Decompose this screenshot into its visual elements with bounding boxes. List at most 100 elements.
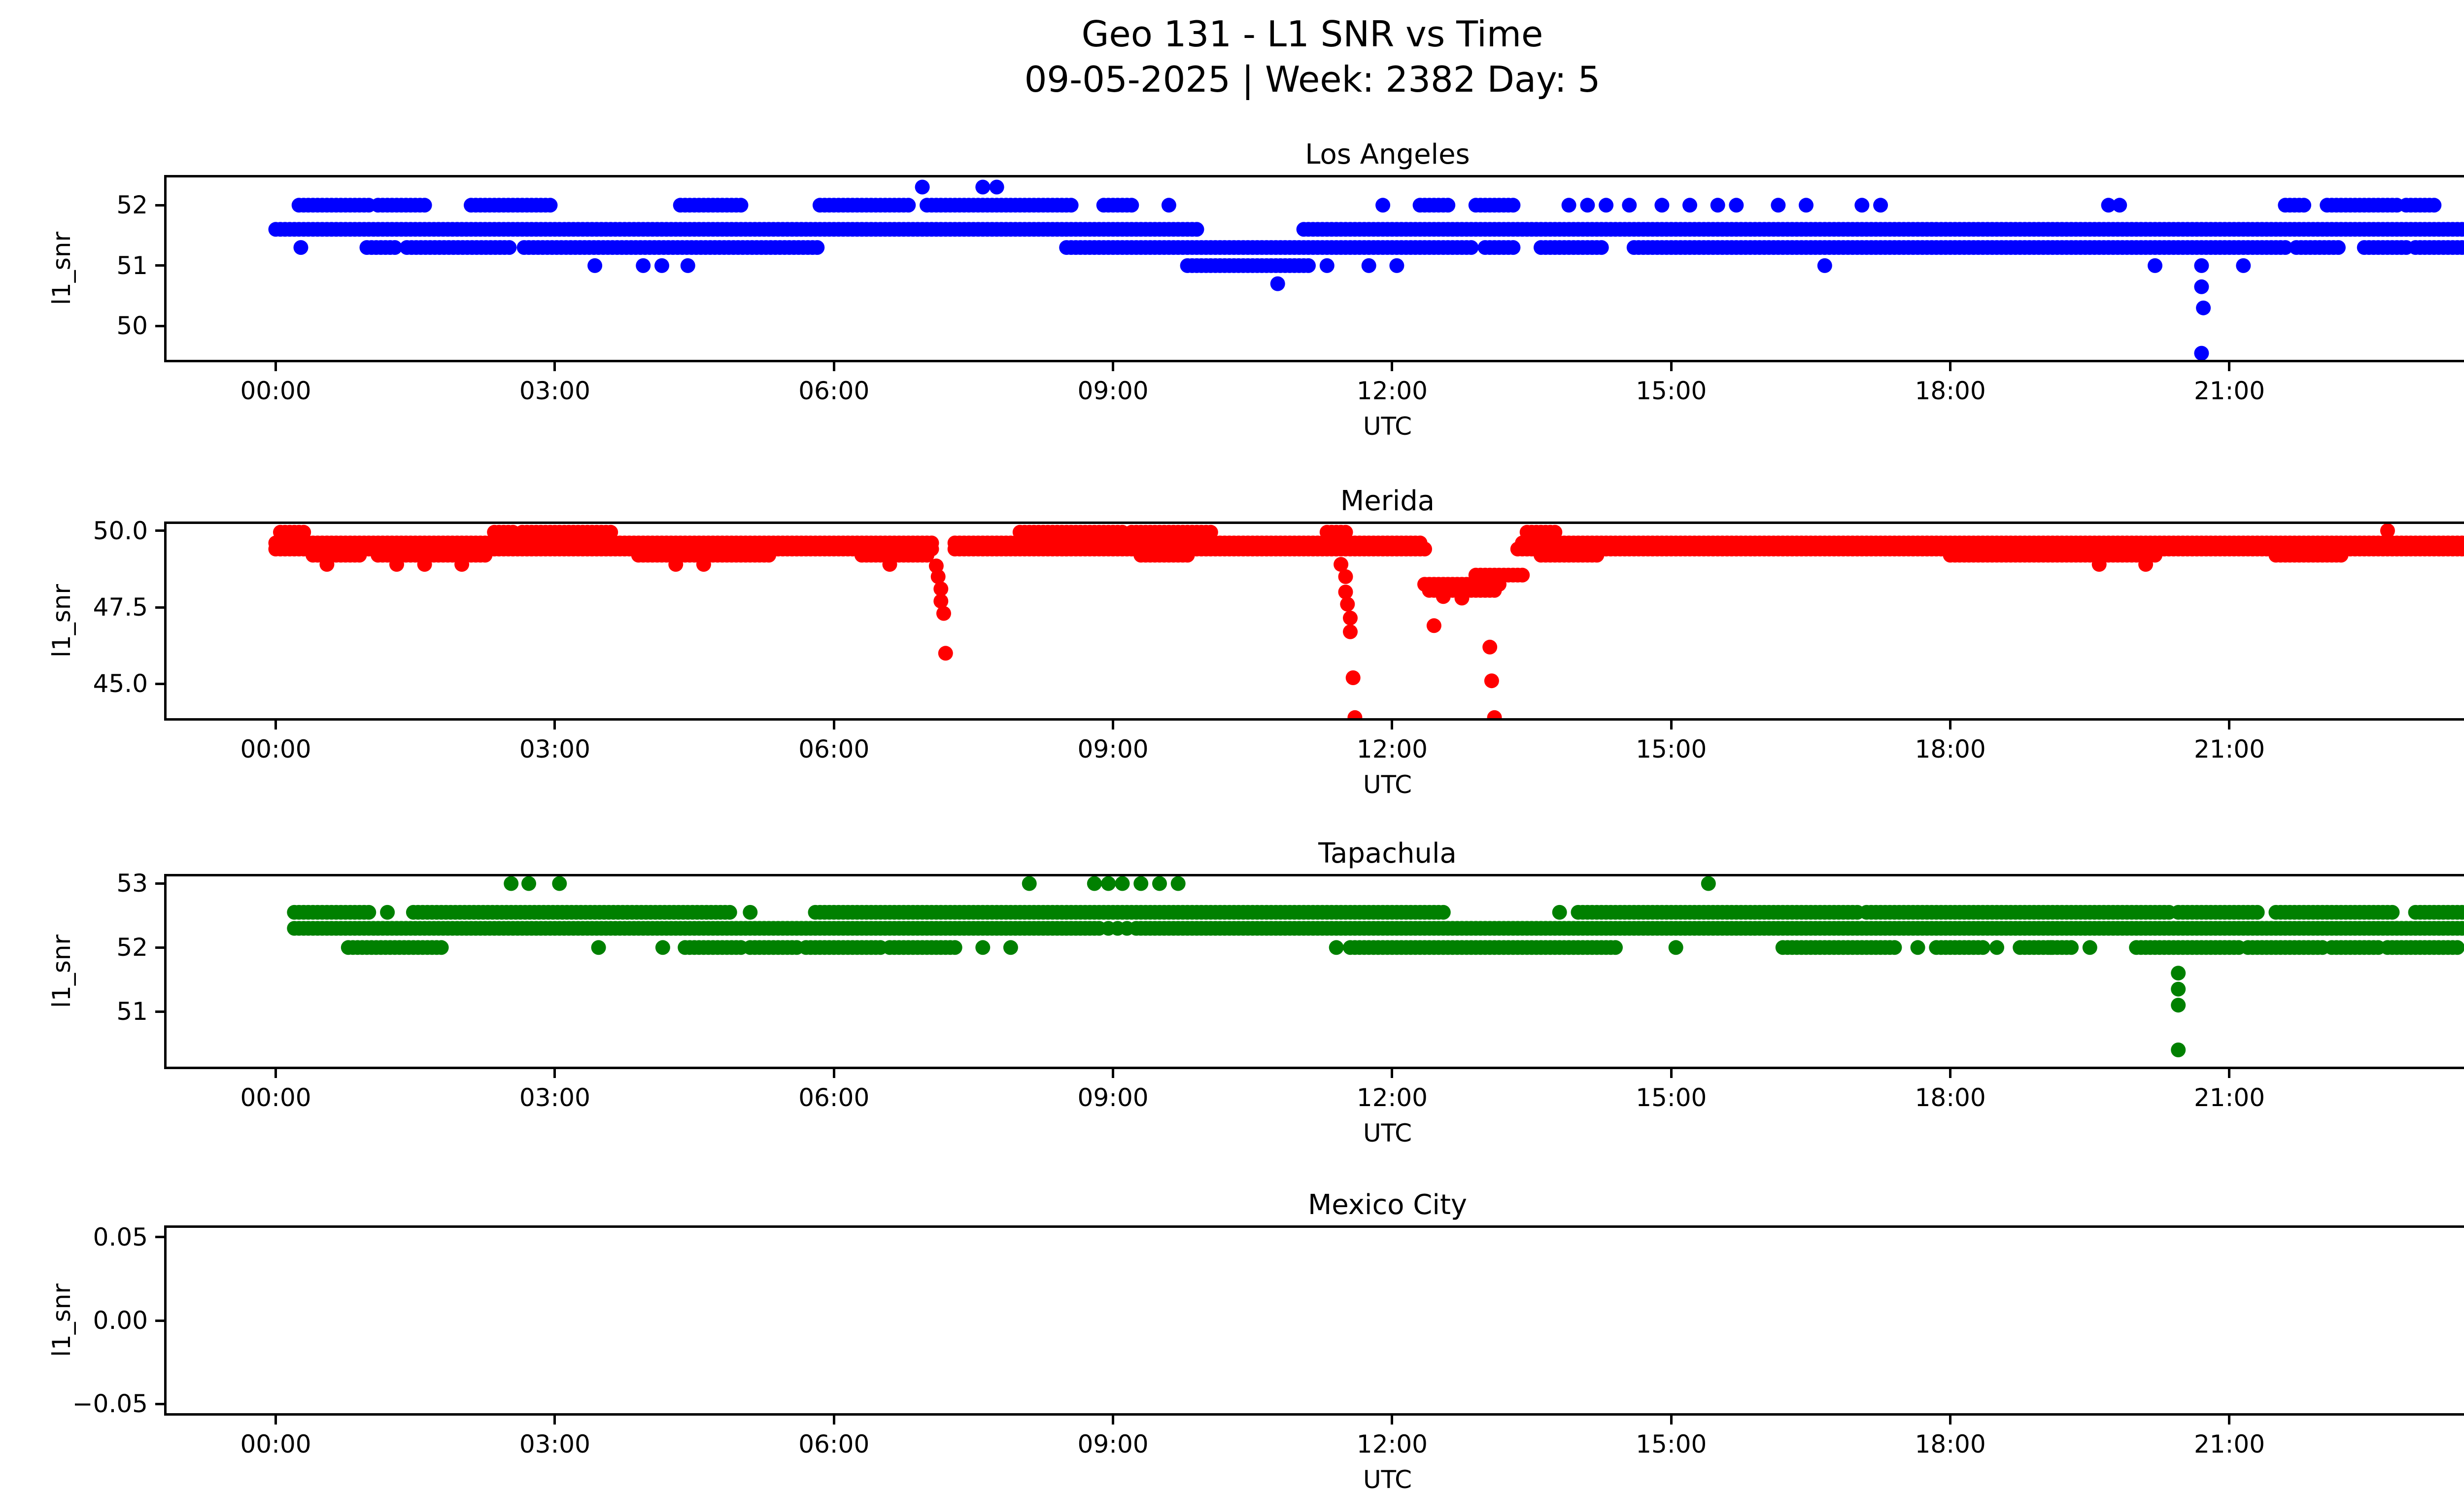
x-tick (274, 1069, 277, 1078)
y-tick (155, 682, 164, 685)
x-tick (1670, 721, 1673, 730)
y-tick-label: 50.0 (93, 516, 148, 545)
x-tick-label: 03:00 (519, 1430, 590, 1459)
x-tick (2228, 721, 2231, 730)
x-tick-label: 00:00 (2444, 376, 2464, 406)
x-tick-label: 00:00 (240, 377, 311, 405)
x-tick-label: 06:00 (798, 735, 870, 764)
x-tick (553, 721, 556, 730)
x-tick-label: 21:00 (2193, 377, 2265, 405)
x-tick-label: 12:00 (1356, 377, 1428, 405)
figure-title: Geo 131 - L1 SNR vs Time (1081, 13, 1543, 55)
y-tick-label: −0.05 (72, 1390, 148, 1419)
x-tick (1670, 362, 1673, 371)
x-tick-label: 15:00 (1636, 1430, 1707, 1459)
y-tick (155, 204, 164, 207)
x-tick-label: 12:00 (1356, 735, 1428, 764)
x-tick-label: 09:00 (1077, 377, 1149, 405)
x-tick-label: 09:00 (1077, 735, 1149, 764)
x-tick (1112, 721, 1115, 730)
subplot-title-mexico-city: Mexico City (1307, 1189, 1468, 1221)
y-tick (155, 529, 164, 532)
axes-spines (164, 175, 2464, 362)
y-axis-label: l1_snr (47, 935, 76, 1008)
axes-spines (164, 522, 2464, 721)
x-tick (1949, 1069, 1952, 1078)
axes-spines (164, 874, 2464, 1069)
x-tick-label: 00:00 (240, 735, 311, 764)
x-tick-label: 00:00 (2444, 734, 2464, 764)
x-tick-label: 06:00 (798, 377, 870, 405)
subplot-title-merida: Merida (1340, 485, 1435, 517)
x-axis-label: UTC (1363, 412, 1412, 441)
x-tick-label: 03:00 (519, 735, 590, 764)
x-tick-label: 09:00 (1077, 1430, 1149, 1459)
x-tick (2228, 1069, 2231, 1078)
y-tick (155, 946, 164, 949)
scatter-series-tapachula (287, 876, 2464, 1057)
y-tick-label: 50 (116, 312, 148, 341)
x-tick (832, 1069, 835, 1078)
x-tick-label: 00:00 (240, 1083, 311, 1112)
x-tick (274, 721, 277, 730)
x-tick-label: 21:00 (2193, 1430, 2265, 1459)
y-tick-label: 52 (116, 933, 148, 962)
x-tick (1949, 721, 1952, 730)
y-tick (155, 606, 164, 609)
y-tick (155, 264, 164, 267)
y-tick-label: 45.0 (93, 669, 148, 698)
x-tick-label: 21:00 (2193, 1083, 2265, 1112)
x-tick-label: 18:00 (1915, 377, 1986, 405)
y-tick-label: 47.5 (93, 593, 148, 622)
x-tick (1949, 1416, 1952, 1425)
x-tick-label: 03:00 (519, 1083, 590, 1112)
x-tick (1391, 1416, 1394, 1425)
x-tick (274, 1416, 277, 1425)
x-tick-label: 00:00 (240, 1430, 311, 1459)
plot-area-merida (164, 522, 2464, 721)
x-tick (274, 362, 277, 371)
y-tick (155, 324, 164, 327)
x-tick (832, 1416, 835, 1425)
x-axis-label: UTC (1363, 770, 1412, 799)
x-tick-label: 18:00 (1915, 1083, 1986, 1112)
x-tick (1670, 1416, 1673, 1425)
x-tick (553, 362, 556, 371)
y-tick (155, 1319, 164, 1322)
subplot-title-los-angeles: Los Angeles (1305, 139, 1470, 171)
x-tick-label: 09:00 (1077, 1083, 1149, 1112)
y-tick (155, 882, 164, 885)
x-tick-label: 18:00 (1915, 735, 1986, 764)
x-tick-label: 06:00 (798, 1430, 870, 1459)
y-tick-label: 0.00 (93, 1306, 148, 1335)
scatter-series-los-angeles (268, 179, 2464, 361)
x-tick (1391, 721, 1394, 730)
plot-area-mexico-city (164, 1225, 2464, 1416)
x-tick (553, 1069, 556, 1078)
x-tick-label: 18:00 (1915, 1430, 1986, 1459)
x-tick (553, 1416, 556, 1425)
x-tick (832, 721, 835, 730)
y-tick-label: 52 (116, 191, 148, 220)
y-tick-label: 0.05 (93, 1222, 148, 1252)
x-tick (1670, 1069, 1673, 1078)
x-tick (1391, 362, 1394, 371)
x-tick-label: 12:00 (1356, 1083, 1428, 1112)
x-tick-label: 03:00 (519, 377, 590, 405)
y-tick (155, 1236, 164, 1239)
plot-area-tapachula (164, 874, 2464, 1069)
x-tick-label: 21:00 (2193, 735, 2265, 764)
scatter-series-merida (268, 523, 2464, 721)
y-tick-label: 51 (116, 251, 148, 280)
x-tick-label: 15:00 (1636, 735, 1707, 764)
x-axis-label: UTC (1363, 1119, 1412, 1147)
y-tick-label: 53 (116, 869, 148, 898)
x-tick (1112, 362, 1115, 371)
subplot-title-tapachula: Tapachula (1318, 837, 1457, 869)
x-tick (832, 362, 835, 371)
x-tick-label: 12:00 (1356, 1430, 1428, 1459)
x-tick-label: 15:00 (1636, 1083, 1707, 1112)
x-tick-label: 00:00 (2444, 1083, 2464, 1113)
x-tick-label: 06:00 (798, 1083, 870, 1112)
y-tick-label: 51 (116, 997, 148, 1026)
